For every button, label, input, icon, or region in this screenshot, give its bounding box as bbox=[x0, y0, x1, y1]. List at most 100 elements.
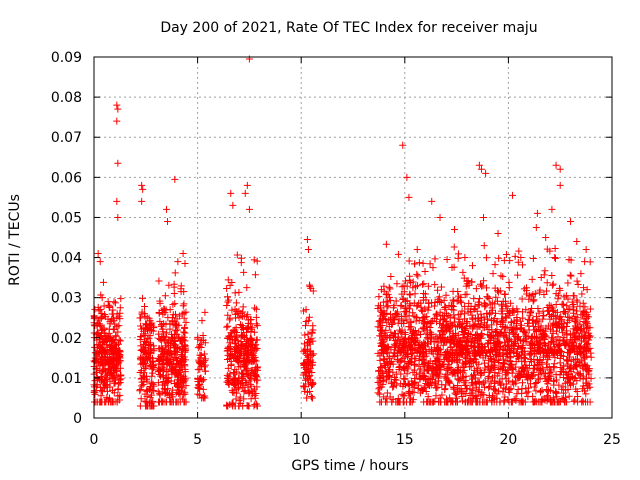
y-tick-label: 0.02 bbox=[51, 331, 82, 347]
data-point bbox=[388, 321, 396, 329]
data-point bbox=[243, 181, 251, 189]
data-point bbox=[160, 385, 168, 393]
data-point bbox=[462, 358, 470, 366]
data-point bbox=[172, 347, 180, 355]
data-point bbox=[480, 299, 488, 307]
data-point bbox=[247, 346, 255, 354]
data-point bbox=[468, 379, 476, 387]
data-point bbox=[470, 322, 478, 330]
data-point bbox=[392, 297, 400, 305]
data-point bbox=[196, 365, 204, 373]
data-point bbox=[465, 281, 473, 289]
data-point bbox=[143, 377, 151, 385]
data-point bbox=[239, 357, 247, 365]
data-point bbox=[507, 337, 515, 345]
data-point bbox=[305, 372, 313, 380]
data-point bbox=[485, 382, 493, 390]
data-point bbox=[517, 254, 525, 262]
data-point bbox=[161, 292, 169, 300]
data-point bbox=[543, 287, 551, 295]
data-point bbox=[508, 398, 516, 406]
data-point bbox=[391, 330, 399, 338]
data-point bbox=[170, 280, 178, 288]
data-point bbox=[422, 296, 430, 304]
data-point bbox=[235, 354, 243, 362]
data-point bbox=[507, 361, 515, 369]
data-point bbox=[97, 291, 105, 299]
data-point bbox=[505, 388, 513, 396]
data-point bbox=[469, 359, 477, 367]
data-point bbox=[309, 361, 317, 369]
data-point bbox=[544, 356, 552, 364]
data-point bbox=[194, 390, 202, 398]
data-point bbox=[462, 338, 470, 346]
data-point bbox=[303, 355, 311, 363]
data-point bbox=[238, 369, 246, 377]
y-tick-label: 0.09 bbox=[51, 50, 82, 66]
data-point bbox=[541, 327, 549, 335]
data-point bbox=[179, 345, 187, 353]
data-point bbox=[543, 303, 551, 311]
data-point bbox=[412, 355, 420, 363]
data-point bbox=[558, 385, 566, 393]
data-point bbox=[442, 381, 450, 389]
data-point bbox=[481, 364, 489, 372]
data-point bbox=[536, 387, 544, 395]
data-point bbox=[579, 307, 587, 315]
data-point bbox=[156, 335, 164, 343]
data-point bbox=[174, 398, 182, 406]
data-point bbox=[506, 357, 514, 365]
data-point bbox=[147, 402, 155, 410]
data-point bbox=[552, 290, 560, 298]
data-point bbox=[104, 298, 112, 306]
data-point bbox=[247, 375, 255, 383]
data-point bbox=[164, 343, 172, 351]
data-point bbox=[379, 338, 387, 346]
data-point bbox=[398, 326, 406, 334]
data-point bbox=[393, 340, 401, 348]
data-point bbox=[247, 315, 255, 323]
data-point bbox=[243, 335, 251, 343]
data-point bbox=[305, 313, 313, 321]
data-point bbox=[549, 394, 557, 402]
data-point bbox=[580, 284, 588, 292]
data-point bbox=[477, 282, 485, 290]
data-point bbox=[235, 288, 243, 296]
data-point bbox=[399, 295, 407, 303]
data-point bbox=[573, 296, 581, 304]
data-point bbox=[482, 169, 490, 177]
data-point bbox=[495, 378, 503, 386]
data-point bbox=[139, 360, 147, 368]
data-point bbox=[548, 205, 556, 213]
data-point bbox=[576, 320, 584, 328]
data-point bbox=[485, 373, 493, 381]
data-point bbox=[503, 350, 511, 358]
data-point bbox=[97, 345, 105, 353]
data-point bbox=[543, 397, 551, 405]
data-point bbox=[234, 352, 242, 360]
data-point bbox=[471, 371, 479, 379]
data-point bbox=[386, 358, 394, 366]
data-point bbox=[301, 383, 309, 391]
x-tick-labels: 0 5 10 15 20 25 bbox=[90, 432, 621, 448]
data-point bbox=[471, 314, 479, 322]
data-point bbox=[548, 271, 556, 279]
data-point bbox=[110, 364, 118, 372]
data-point bbox=[154, 379, 162, 387]
data-point bbox=[459, 320, 467, 328]
data-point bbox=[478, 314, 486, 322]
data-point bbox=[162, 306, 170, 314]
data-point bbox=[392, 381, 400, 389]
data-point bbox=[383, 309, 391, 317]
data-point bbox=[555, 381, 563, 389]
data-point bbox=[422, 387, 430, 395]
data-point bbox=[556, 284, 564, 292]
data-point bbox=[165, 391, 173, 399]
data-point bbox=[419, 259, 427, 267]
data-point bbox=[167, 339, 175, 347]
data-point bbox=[376, 356, 384, 364]
data-point bbox=[433, 346, 441, 354]
data-point bbox=[224, 311, 232, 319]
data-point bbox=[471, 352, 479, 360]
data-point bbox=[408, 354, 416, 362]
